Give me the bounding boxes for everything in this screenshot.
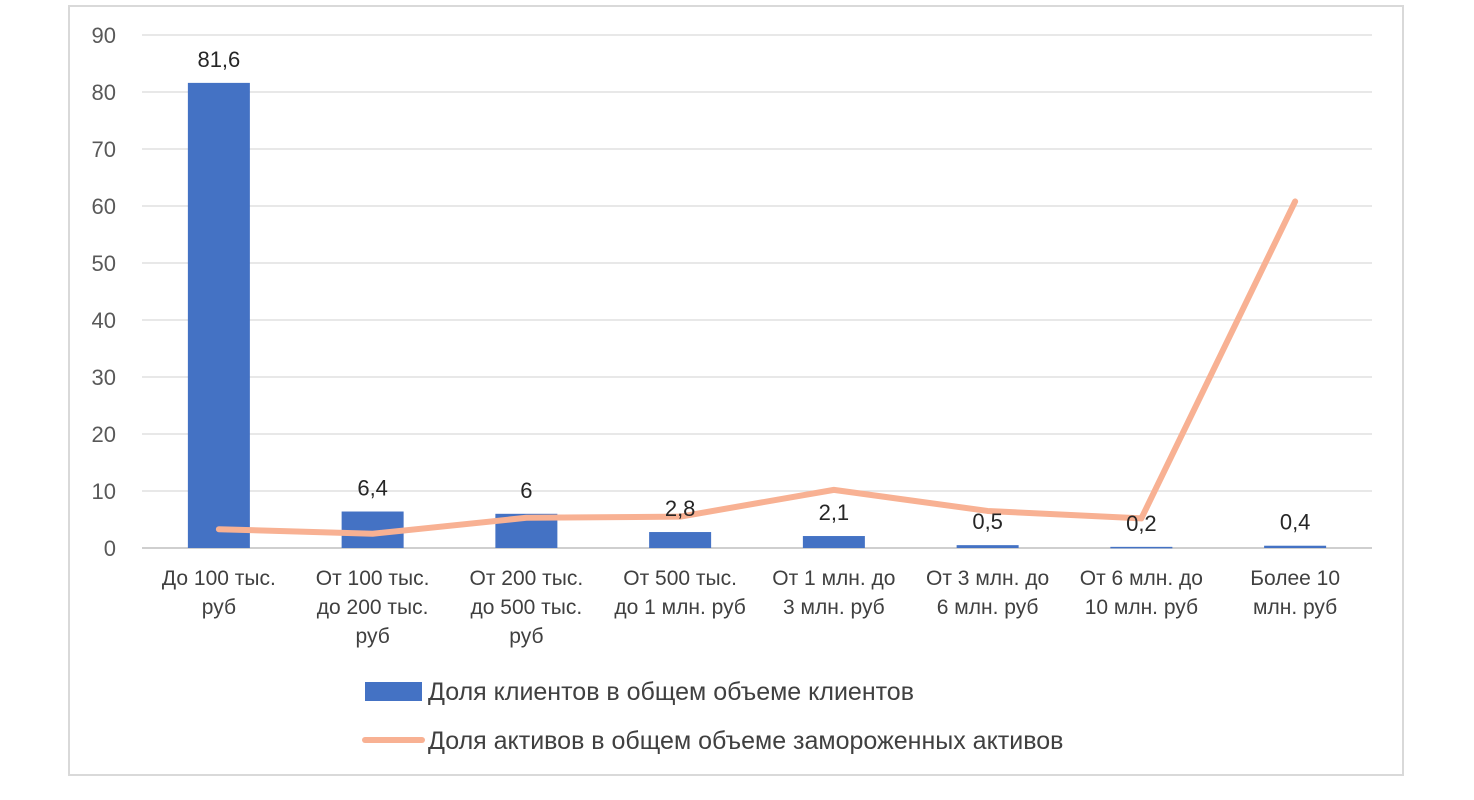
x-category-line: До 100 тыс. — [162, 567, 276, 590]
y-tick-label: 30 — [92, 365, 116, 390]
x-category-line: до 1 млн. руб — [614, 596, 745, 619]
x-category-line: 3 млн. руб — [783, 596, 885, 619]
x-category-label: От 1 млн. до 3 млн. руб — [772, 567, 895, 619]
y-tick-label: 70 — [92, 137, 116, 162]
bar-data-label: 0,4 — [1280, 510, 1311, 535]
x-category-label: От 6 млн. до 10 млн. руб — [1080, 567, 1203, 619]
x-category-line: до 500 тыс. — [471, 596, 583, 619]
line-series-path — [215, 198, 1299, 537]
bar — [802, 536, 865, 548]
x-category-line: млн. руб — [1253, 596, 1337, 619]
x-category-label: От 200 тыс. до 500 тыс. руб — [470, 567, 584, 648]
y-tick-label: 10 — [92, 479, 116, 504]
legend-bar-label: Доля клиентов в общем объеме клиентов — [428, 678, 914, 706]
x-category-line: руб — [509, 625, 543, 648]
bar-series — [187, 82, 1327, 549]
bar — [956, 545, 1019, 548]
bar-data-label: 2,1 — [819, 500, 850, 525]
x-category-line: руб — [356, 625, 390, 648]
bar — [1264, 545, 1327, 548]
x-category-line: От 200 тыс. — [470, 567, 584, 590]
bar-data-label: 2,8 — [665, 496, 696, 521]
x-category-line: 10 млн. руб — [1085, 596, 1198, 619]
y-tick-label: 20 — [92, 422, 116, 447]
bar — [1110, 546, 1173, 549]
legend-bar-swatch — [365, 682, 422, 701]
x-category-label: От 100 тыс. до 200 тыс. руб — [316, 567, 430, 648]
bar-data-label: 0,5 — [972, 509, 1003, 534]
y-tick-label: 50 — [92, 251, 116, 276]
x-category-line: до 200 тыс. — [317, 596, 429, 619]
legend-line-label: Доля активов в общем объеме замороженных… — [428, 727, 1063, 755]
y-tick-label: 80 — [92, 80, 116, 105]
x-category-line: Более 10 — [1250, 567, 1340, 590]
y-tick-label: 0 — [104, 536, 116, 561]
y-tick-label: 60 — [92, 194, 116, 219]
bar — [187, 82, 250, 548]
grid — [142, 34, 1372, 549]
data-labels: 81,6 6,4 6 2,8 2,1 0,5 0,2 0,4 — [197, 47, 1310, 536]
bar-data-label: 6,4 — [357, 476, 388, 501]
line-series — [215, 198, 1299, 537]
legend: Доля клиентов в общем объеме клиентов До… — [362, 678, 1063, 755]
y-tick-label: 40 — [92, 308, 116, 333]
bar — [649, 532, 712, 548]
x-category-line: руб — [202, 596, 236, 619]
x-category-label: От 3 млн. до 6 млн. руб — [926, 567, 1049, 619]
chart-frame — [68, 5, 1404, 776]
x-category-line: От 500 тыс. — [623, 567, 737, 590]
x-category-line: От 3 млн. до — [926, 567, 1049, 590]
y-tick-label: 90 — [92, 23, 116, 48]
x-category-line: От 100 тыс. — [316, 567, 430, 590]
bar-data-label: 6 — [520, 478, 532, 503]
x-category-line: От 6 млн. до — [1080, 567, 1203, 590]
x-category-label: До 100 тыс. руб — [162, 567, 276, 619]
x-category-line: От 1 млн. до — [772, 567, 895, 590]
x-category-label: От 500 тыс. до 1 млн. руб — [614, 567, 745, 619]
x-category-label: Более 10 млн. руб — [1250, 567, 1340, 619]
y-axis-ticks: 0 10 20 30 40 50 60 70 80 90 — [92, 23, 116, 561]
x-category-line: 6 млн. руб — [937, 596, 1039, 619]
bar-data-label: 81,6 — [197, 47, 240, 72]
bar-data-label: 0,2 — [1126, 511, 1157, 536]
